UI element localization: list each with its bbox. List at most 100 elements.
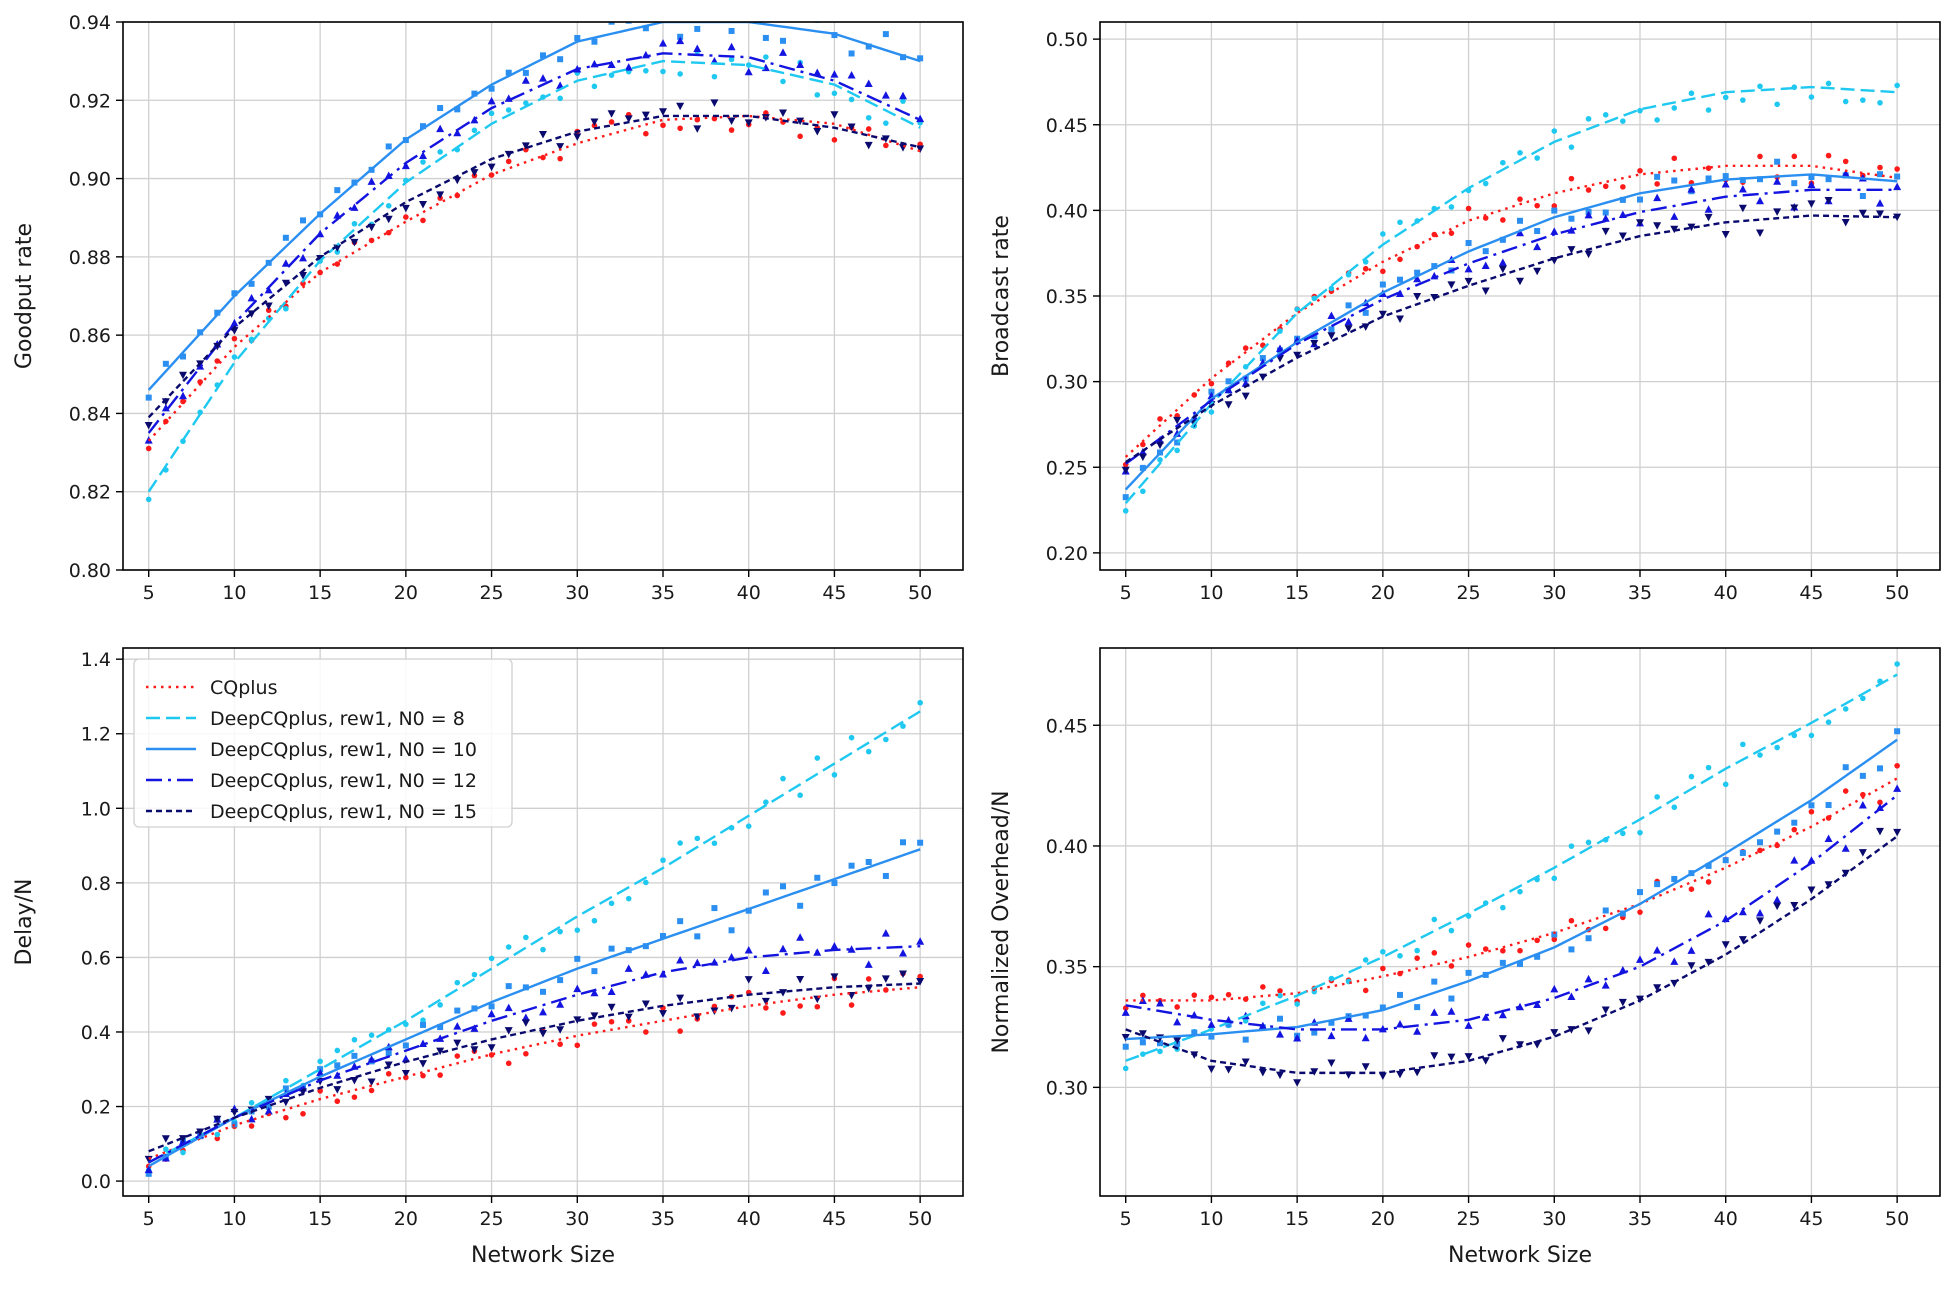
data-point [505, 158, 512, 165]
data-point [1448, 995, 1455, 1002]
data-point [1139, 1039, 1146, 1046]
data-point [470, 1024, 479, 1032]
data-point [1208, 380, 1215, 387]
data-point [780, 775, 786, 782]
data-point [865, 114, 872, 121]
data-point [830, 111, 839, 119]
data-point [1500, 947, 1506, 954]
data-point [334, 1098, 341, 1105]
data-point [1550, 984, 1559, 993]
data-point [814, 755, 821, 761]
data-point [557, 1041, 563, 1048]
data-point [1894, 762, 1900, 769]
data-point [625, 22, 632, 24]
data-point [1498, 265, 1507, 274]
data-point [265, 307, 272, 314]
series-line [1124, 85, 1898, 504]
data-point [641, 111, 650, 120]
data-point [865, 858, 872, 865]
data-point [1568, 917, 1575, 924]
legend-box [133, 658, 513, 828]
x-tick-label: 50 [1885, 582, 1909, 604]
data-point [625, 895, 632, 902]
data-point [540, 154, 546, 161]
data-point [281, 259, 290, 267]
data-point [1140, 488, 1146, 495]
data-point [540, 988, 546, 995]
data-point [1757, 83, 1763, 90]
data-point [1517, 149, 1523, 156]
data-point [608, 1018, 615, 1025]
data-point [1671, 105, 1678, 111]
data-point [504, 1003, 513, 1012]
data-point [780, 1010, 786, 1016]
data-point [300, 217, 306, 224]
data-point [453, 1022, 462, 1030]
data-point [1517, 196, 1523, 202]
data-point [1808, 732, 1815, 739]
data-point [557, 977, 564, 984]
data-point [300, 1110, 306, 1117]
data-point [1121, 1008, 1130, 1016]
data-point [1637, 107, 1643, 114]
data-point [1448, 927, 1455, 934]
x-tick-label: 15 [308, 1208, 332, 1230]
data-point [1757, 752, 1763, 758]
axes-frame [122, 21, 964, 571]
data-point [694, 933, 701, 940]
data-point [1738, 204, 1747, 213]
data-point [899, 144, 907, 152]
y-tick-label: 0.84 [69, 403, 111, 425]
x-tick-label: 25 [1456, 582, 1480, 604]
data-point [780, 37, 786, 44]
data-point [420, 1017, 426, 1023]
data-point [694, 25, 701, 32]
chart-panel-bottom-right: 5 10 15 20 25 30 35 40 45 50 0.30 0.35 0.40 0.45 Netwo… [989, 647, 1941, 1268]
data-point [264, 285, 273, 294]
data-point [711, 840, 718, 847]
x-tick-label: 35 [1628, 582, 1652, 604]
chart-panel-top-left: 5 10 15 20 25 30 35 40 45 50 0.80 0.82 0.84 0.86 0.88 0… [12, 12, 964, 604]
data-point [693, 958, 702, 967]
data-point [1894, 82, 1900, 89]
data-point [745, 823, 752, 829]
data-point [1808, 94, 1815, 100]
data-point [1447, 1053, 1456, 1062]
data-point [831, 772, 838, 778]
y-tick-label: 0.40 [1046, 200, 1088, 222]
data-point [1705, 165, 1712, 171]
data-point [763, 799, 769, 805]
data-point [1824, 196, 1833, 205]
data-point [574, 955, 581, 962]
data-point [213, 1115, 222, 1124]
data-point [727, 117, 736, 125]
data-point [1464, 1053, 1473, 1061]
data-point [624, 115, 633, 123]
data-point [1740, 97, 1746, 103]
data-point [624, 1013, 633, 1022]
data-point [1397, 991, 1403, 998]
data-point [437, 1024, 444, 1031]
plot-area [144, 699, 925, 1177]
data-point [144, 421, 153, 430]
data-point [1877, 799, 1883, 806]
data-point [1842, 788, 1849, 794]
data-point [1773, 902, 1782, 911]
data-point [1602, 925, 1609, 932]
data-point [1533, 242, 1542, 251]
data-point [367, 177, 376, 185]
data-point [1517, 217, 1523, 224]
x-tick-label: 45 [1799, 582, 1823, 604]
data-point [385, 203, 392, 209]
data-point [283, 305, 289, 312]
data-point [1877, 765, 1883, 772]
data-point [900, 839, 906, 846]
data-point [1361, 1063, 1370, 1071]
axes-frame [122, 647, 964, 1197]
data-point [1688, 886, 1695, 892]
data-point [761, 966, 770, 974]
series-line [148, 848, 921, 1168]
data-point [763, 1005, 769, 1011]
data-point [1482, 946, 1489, 952]
data-point [316, 1068, 325, 1077]
